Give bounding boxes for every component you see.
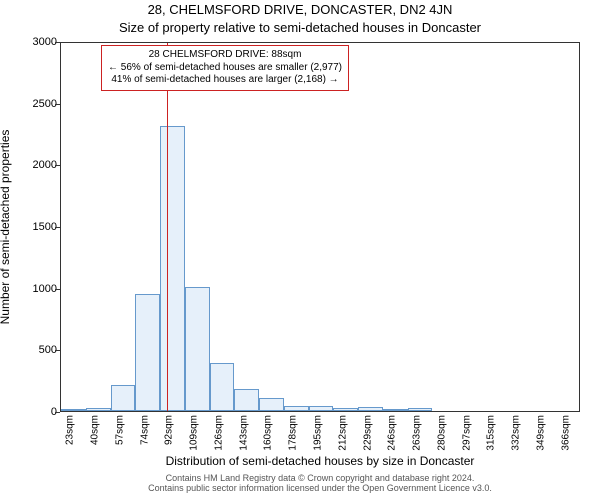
footer-line2: Contains public sector information licen…: [148, 483, 492, 493]
x-tick-label: 143sqm: [238, 415, 249, 451]
y-tick-label: 3000: [17, 36, 57, 48]
y-tick-mark: [55, 289, 60, 290]
x-tick-label: 92sqm: [164, 415, 175, 445]
x-tick-label: 229sqm: [362, 415, 373, 451]
histogram-bar: [309, 406, 334, 411]
histogram-bar: [234, 389, 259, 411]
y-tick-mark: [55, 104, 60, 105]
x-tick-label: 57sqm: [114, 415, 125, 445]
histogram-bar: [383, 409, 408, 411]
footer-attribution: Contains HM Land Registry data © Crown c…: [60, 473, 580, 494]
y-axis-label: Number of semi-detached properties: [0, 42, 14, 412]
info-box-line: ← 56% of semi-detached houses are smalle…: [108, 62, 342, 75]
x-tick-label: 366sqm: [560, 415, 571, 451]
y-tick-mark: [55, 42, 60, 43]
histogram-bar: [61, 409, 86, 411]
info-box-line: 41% of semi-detached houses are larger (…: [108, 74, 342, 87]
y-tick-label: 1500: [17, 221, 57, 233]
reference-line: [167, 43, 168, 411]
x-tick-label: 246sqm: [387, 415, 398, 451]
histogram-bar: [333, 408, 358, 411]
x-tick-label: 40sqm: [90, 415, 101, 445]
chart-title: 28, CHELMSFORD DRIVE, DONCASTER, DN2 4JN: [0, 2, 600, 17]
histogram-bar: [135, 294, 160, 411]
histogram-bar: [210, 363, 235, 411]
y-tick-label: 2500: [17, 98, 57, 110]
histogram-bar: [408, 408, 433, 411]
x-tick-label: 126sqm: [213, 415, 224, 451]
x-tick-label: 109sqm: [189, 415, 200, 451]
x-tick-label: 263sqm: [412, 415, 423, 451]
x-tick-label: 178sqm: [288, 415, 299, 451]
info-box: 28 CHELMSFORD DRIVE: 88sqm← 56% of semi-…: [101, 45, 349, 91]
y-tick-mark: [55, 227, 60, 228]
histogram-bar: [358, 407, 383, 411]
y-tick-label: 500: [17, 344, 57, 356]
y-tick-label: 1000: [17, 283, 57, 295]
x-tick-label: 160sqm: [263, 415, 274, 451]
x-tick-label: 195sqm: [313, 415, 324, 451]
footer-line1: Contains HM Land Registry data © Crown c…: [166, 473, 475, 483]
x-tick-label: 23sqm: [65, 415, 76, 445]
x-tick-label: 332sqm: [511, 415, 522, 451]
x-axis-label: Distribution of semi-detached houses by …: [60, 454, 580, 468]
y-tick-label: 2000: [17, 159, 57, 171]
chart-subtitle: Size of property relative to semi-detach…: [0, 20, 600, 35]
histogram-bar: [259, 398, 284, 411]
y-tick-mark: [55, 165, 60, 166]
x-tick-label: 349sqm: [535, 415, 546, 451]
y-tick-mark: [55, 412, 60, 413]
plot-area: 28 CHELMSFORD DRIVE: 88sqm← 56% of semi-…: [60, 42, 580, 412]
histogram-bar: [185, 287, 210, 411]
x-tick-label: 280sqm: [436, 415, 447, 451]
x-tick-label: 315sqm: [486, 415, 497, 451]
y-tick-label: 0: [17, 406, 57, 418]
y-tick-mark: [55, 350, 60, 351]
x-tick-label: 212sqm: [337, 415, 348, 451]
x-tick-label: 74sqm: [139, 415, 150, 445]
histogram-bar: [160, 126, 185, 411]
x-tick-label: 297sqm: [461, 415, 472, 451]
histogram-bar: [111, 385, 136, 411]
histogram-bar: [86, 408, 111, 411]
histogram-bar: [284, 406, 309, 411]
info-box-line: 28 CHELMSFORD DRIVE: 88sqm: [108, 49, 342, 62]
